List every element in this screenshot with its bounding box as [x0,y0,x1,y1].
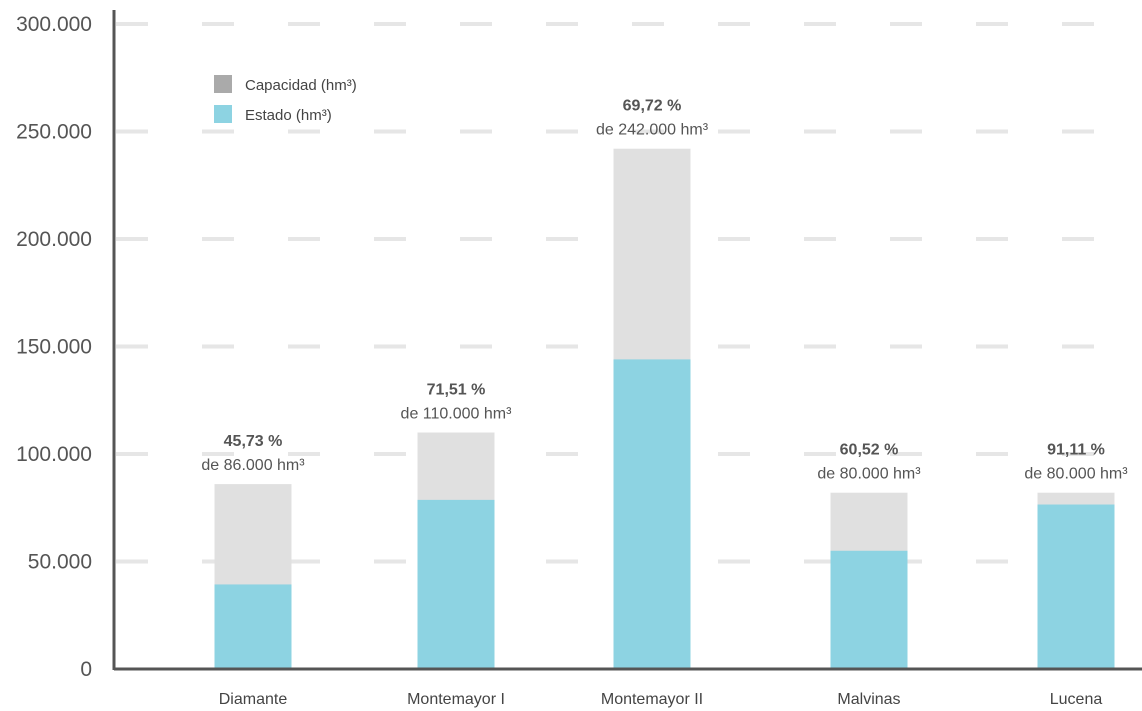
capacity-label: de 86.000 hm³ [201,457,305,474]
bar-estado [613,359,691,669]
percent-label: 69,72 % [623,98,682,115]
y-tick-label: 50.000 [28,551,92,574]
x-category-label: Lucena [1050,691,1103,708]
bar-estado [1037,504,1115,669]
x-category-label: Diamante [219,691,288,708]
capacity-label: de 242.000 hm³ [596,122,709,139]
x-category-label: Montemayor I [407,691,505,708]
capacity-label: de 110.000 hm³ [401,406,513,423]
bar-labels: Diamante 45,73 % de 86.000 hm³ Montemayor I… [201,98,1128,708]
y-tick-label: 250.000 [16,121,92,144]
legend-label-estado: Estado (hm³) [245,107,332,124]
legend-swatch-capacidad [214,75,232,93]
percent-label: 91,11 % [1047,442,1105,459]
bar-estado [417,499,495,669]
legend: Capacidad (hm³) Estado (hm³) [214,75,357,124]
percent-label: 60,52 % [840,442,899,459]
bar-estado [214,584,292,669]
y-tick-label: 300.000 [16,13,92,36]
capacity-label: de 80.000 hm³ [1024,466,1128,483]
bar-estado [830,550,908,669]
legend-swatch-estado [214,105,232,123]
y-tick-label: 200.000 [16,228,92,251]
percent-label: 71,51 % [427,382,486,399]
axes: 0 50.000 100.000 150.000 200.000 250.000 300.0… [16,10,1142,681]
y-tick-label: 150.000 [16,336,92,359]
x-category-label: Malvinas [837,691,900,708]
legend-label-capacidad: Capacidad (hm³) [245,77,357,94]
bars [214,148,1115,669]
x-category-label: Montemayor II [601,691,703,708]
y-tick-label: 100.000 [16,443,92,466]
percent-label: 45,73 % [224,433,283,450]
y-tick-label: 0 [80,658,92,681]
capacity-label: de 80.000 hm³ [817,466,921,483]
